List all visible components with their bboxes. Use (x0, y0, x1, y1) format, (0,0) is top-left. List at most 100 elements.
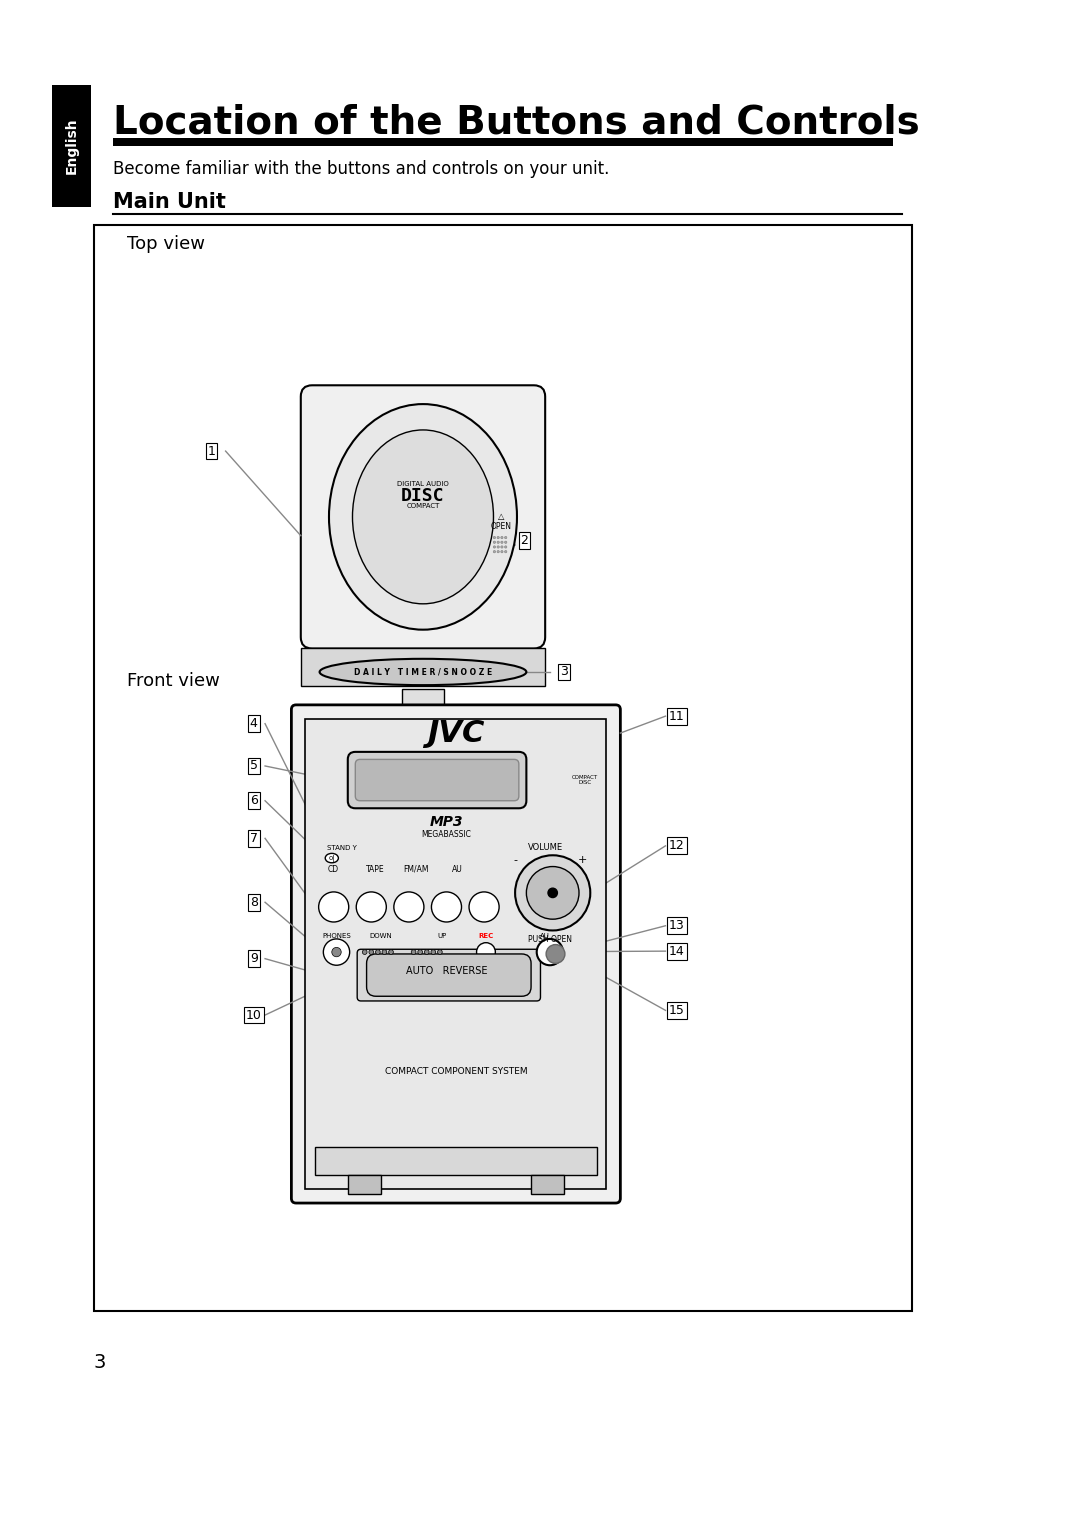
Text: Front view: Front view (126, 672, 219, 690)
Text: 2: 2 (521, 534, 528, 547)
FancyBboxPatch shape (301, 386, 545, 649)
Text: English: English (65, 118, 79, 175)
Circle shape (394, 893, 424, 922)
Circle shape (356, 893, 387, 922)
Circle shape (497, 540, 499, 544)
Text: OPEN: OPEN (490, 522, 512, 531)
Circle shape (504, 536, 507, 539)
Circle shape (418, 949, 422, 954)
Text: PHONES: PHONES (322, 932, 351, 939)
Circle shape (363, 949, 367, 954)
Text: 8: 8 (249, 896, 258, 909)
Circle shape (504, 540, 507, 544)
FancyBboxPatch shape (355, 759, 518, 801)
Text: COMPACT COMPONENT SYSTEM: COMPACT COMPONENT SYSTEM (384, 1067, 527, 1076)
Circle shape (411, 949, 416, 954)
Text: STAND Y: STAND Y (327, 845, 357, 851)
Text: Top view: Top view (126, 236, 205, 253)
Circle shape (501, 551, 503, 553)
Text: 10: 10 (246, 1009, 261, 1021)
Circle shape (469, 893, 499, 922)
Bar (52, 84, 91, 207)
Text: +: + (578, 854, 588, 865)
Circle shape (501, 540, 503, 544)
Ellipse shape (325, 853, 338, 863)
Ellipse shape (352, 430, 494, 603)
Bar (112, 138, 893, 145)
Circle shape (389, 949, 393, 954)
Circle shape (526, 867, 579, 919)
Bar (94, 225, 912, 1311)
FancyBboxPatch shape (357, 949, 540, 1001)
Circle shape (497, 547, 499, 548)
Circle shape (332, 948, 341, 957)
Text: JVC: JVC (428, 718, 485, 747)
Text: D A I L Y   T I M E R / S N O O Z E: D A I L Y T I M E R / S N O O Z E (354, 668, 492, 677)
Text: 13: 13 (669, 919, 685, 932)
Text: COMPACT
DISC: COMPACT DISC (571, 775, 597, 785)
Circle shape (494, 540, 496, 544)
Circle shape (437, 949, 442, 954)
Circle shape (424, 949, 429, 954)
Circle shape (323, 939, 350, 965)
Text: 7: 7 (249, 831, 258, 845)
Text: 3: 3 (94, 1353, 106, 1372)
Circle shape (494, 551, 496, 553)
Text: CD: CD (328, 865, 339, 874)
Text: 6: 6 (249, 795, 258, 807)
Text: 1: 1 (207, 444, 215, 458)
Text: Location of the Buttons and Controls: Location of the Buttons and Controls (112, 103, 919, 141)
Circle shape (501, 536, 503, 539)
Circle shape (431, 893, 461, 922)
Bar (306, 720, 606, 1190)
Circle shape (497, 551, 499, 553)
Text: MEGABASSIC: MEGABASSIC (421, 830, 471, 839)
Text: DIGITAL AUDIO: DIGITAL AUDIO (397, 481, 449, 487)
Circle shape (369, 949, 374, 954)
Text: DOWN: DOWN (369, 932, 392, 939)
Circle shape (537, 939, 563, 965)
Text: △: △ (498, 513, 504, 522)
Bar (315, 1147, 597, 1174)
Text: UP: UP (437, 932, 446, 939)
Text: 9: 9 (249, 952, 258, 965)
Text: MP3: MP3 (430, 816, 463, 830)
Text: 11: 11 (669, 710, 685, 723)
Circle shape (476, 943, 496, 961)
FancyBboxPatch shape (366, 954, 531, 997)
Bar (403, 689, 444, 709)
Bar (348, 1174, 380, 1194)
Circle shape (504, 547, 507, 548)
Text: 3: 3 (561, 666, 568, 678)
Text: Become familiar with the buttons and controls on your unit.: Become familiar with the buttons and con… (112, 161, 609, 178)
Text: TAPE: TAPE (366, 865, 384, 874)
Text: REC: REC (478, 932, 494, 939)
Circle shape (382, 949, 387, 954)
Text: o|: o| (328, 854, 335, 862)
Circle shape (546, 945, 565, 963)
Circle shape (319, 893, 349, 922)
FancyBboxPatch shape (348, 752, 526, 808)
FancyBboxPatch shape (292, 704, 620, 1203)
Text: DISC: DISC (402, 487, 445, 505)
Circle shape (515, 856, 591, 931)
Text: Main Unit: Main Unit (112, 191, 226, 211)
Circle shape (504, 551, 507, 553)
Ellipse shape (329, 404, 517, 629)
Ellipse shape (320, 658, 526, 686)
Text: AU: AU (540, 932, 550, 939)
Text: 5: 5 (249, 759, 258, 773)
Bar (301, 649, 545, 686)
Circle shape (548, 888, 557, 897)
Circle shape (494, 536, 496, 539)
Bar (531, 1174, 564, 1194)
Text: PUSH OPEN: PUSH OPEN (528, 935, 572, 945)
Text: 12: 12 (669, 839, 685, 853)
Circle shape (376, 949, 380, 954)
Text: 14: 14 (669, 945, 685, 958)
Text: COMPACT: COMPACT (406, 502, 440, 508)
Text: 4: 4 (249, 717, 258, 730)
Text: AUTO   REVERSE: AUTO REVERSE (406, 966, 487, 975)
Text: -: - (513, 854, 517, 865)
Text: VOLUME: VOLUME (528, 844, 563, 853)
